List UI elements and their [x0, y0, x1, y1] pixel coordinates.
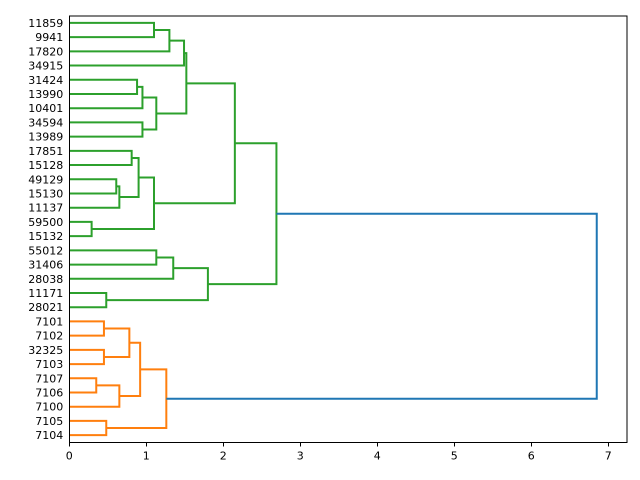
- leaf-label: 28038: [28, 273, 63, 286]
- dendrogram-link-green: [69, 149, 133, 167]
- dendrogram-link-orange: [106, 368, 168, 430]
- leaf-label: 7106: [35, 386, 63, 399]
- leaf-label: 7105: [35, 415, 63, 428]
- axes-spines: [68, 15, 628, 443]
- leaf-label: 7103: [35, 358, 63, 371]
- dendrogram-link-green: [69, 256, 175, 280]
- leaf-label: 31406: [28, 259, 63, 272]
- dendrogram-link-green: [69, 291, 108, 309]
- leaf-label: 17820: [28, 45, 63, 58]
- leaf-label: 11137: [28, 202, 63, 215]
- leaf-label: 31424: [28, 74, 63, 87]
- leaf-label: 11859: [28, 17, 63, 30]
- dendrogram-link-green: [69, 220, 93, 238]
- leaf-label: 28021: [28, 301, 63, 314]
- dendrogram-link-orange: [69, 320, 105, 337]
- leaf-label: 34594: [28, 116, 63, 129]
- x-tick-label: 1: [143, 449, 150, 462]
- dendrogram-link-orange: [69, 384, 121, 408]
- leaf-label: 7100: [35, 401, 63, 414]
- dendrogram-link-orange: [69, 377, 98, 394]
- leaf-label: 49129: [28, 173, 63, 186]
- leaf-label: 11171: [28, 287, 63, 300]
- x-tick-label: 6: [528, 449, 535, 462]
- leaf-label: 32325: [28, 344, 63, 357]
- leaf-label: 34915: [28, 60, 63, 73]
- leaf-label: 7104: [35, 429, 63, 442]
- x-tick-label: 3: [297, 449, 304, 462]
- leaf-label: 10401: [28, 102, 63, 115]
- dendrogram-link-green: [69, 78, 139, 95]
- leaf-label: 7107: [35, 372, 63, 385]
- leaf-label: 13989: [28, 131, 63, 144]
- leaf-label: 15132: [28, 230, 63, 243]
- leaf-label: 17851: [28, 145, 63, 158]
- dendrogram-link-green: [156, 52, 188, 115]
- x-tick-label: 2: [220, 449, 227, 462]
- dendrogram-link-green: [154, 82, 236, 205]
- dendrogram-link-green: [91, 176, 155, 231]
- dendrogram-link-green: [69, 249, 158, 266]
- x-tick-label: 4: [374, 449, 381, 462]
- leaf-label: 7101: [35, 315, 63, 328]
- dendrogram-link-orange: [69, 348, 105, 366]
- dendrogram-link-green: [69, 121, 144, 138]
- x-tick-label: 7: [605, 449, 612, 462]
- dendrogram-link-green: [69, 85, 144, 110]
- dendrogram-link-green: [106, 267, 209, 302]
- x-tick-label: 0: [66, 449, 73, 462]
- dendrogram-link-green: [69, 21, 155, 39]
- dendrogram-link-green: [207, 142, 278, 286]
- leaf-label: 55012: [28, 244, 63, 257]
- leaf-label: 7102: [35, 330, 63, 343]
- dendrogram-link-blue: [166, 212, 598, 400]
- leaf-label: 9941: [35, 31, 63, 44]
- dendrogram-link-green: [119, 156, 140, 199]
- dendrogram-link-green: [142, 96, 158, 131]
- leaf-label: 59500: [28, 216, 63, 229]
- leaf-label: 15128: [28, 159, 63, 172]
- dendrogram-link-orange: [69, 419, 108, 437]
- x-tick-label: 5: [451, 449, 458, 462]
- dendrogram-link-orange: [103, 327, 131, 358]
- leaf-label: 15130: [28, 187, 63, 200]
- dendrogram-link-green: [69, 39, 186, 67]
- dendrogram-link-green: [69, 185, 121, 209]
- leaf-label: 13990: [28, 88, 63, 101]
- dendrogram-link-green: [69, 178, 118, 195]
